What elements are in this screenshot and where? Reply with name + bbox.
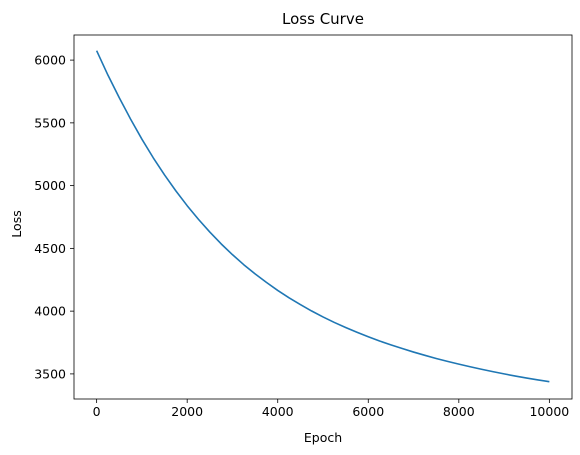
x-axis: 0 2000 4000 6000 8000 10000 <box>93 399 569 419</box>
x-tick-label: 4000 <box>262 404 294 419</box>
y-tick-label: 4000 <box>34 304 66 319</box>
y-axis: 3500 4000 4500 5000 5500 6000 <box>34 53 74 381</box>
chart-title: Loss Curve <box>282 10 364 28</box>
y-tick-label: 4500 <box>34 241 66 256</box>
y-tick-label: 3500 <box>34 366 66 381</box>
series-layer <box>95 50 550 383</box>
y-axis-title: Loss <box>9 210 24 237</box>
x-tick-label: 2000 <box>171 404 203 419</box>
x-tick-label: 8000 <box>443 404 475 419</box>
y-tick-label: 5000 <box>34 178 66 193</box>
x-tick-label: 0 <box>93 404 101 419</box>
loss-series-line <box>95 50 550 383</box>
y-tick-label: 5500 <box>34 115 66 130</box>
x-tick-label: 6000 <box>352 404 384 419</box>
plot-frame <box>73 34 573 400</box>
x-axis-title: Epoch <box>304 430 342 445</box>
y-tick-label: 6000 <box>34 53 66 68</box>
x-tick-label: 10000 <box>529 404 569 419</box>
